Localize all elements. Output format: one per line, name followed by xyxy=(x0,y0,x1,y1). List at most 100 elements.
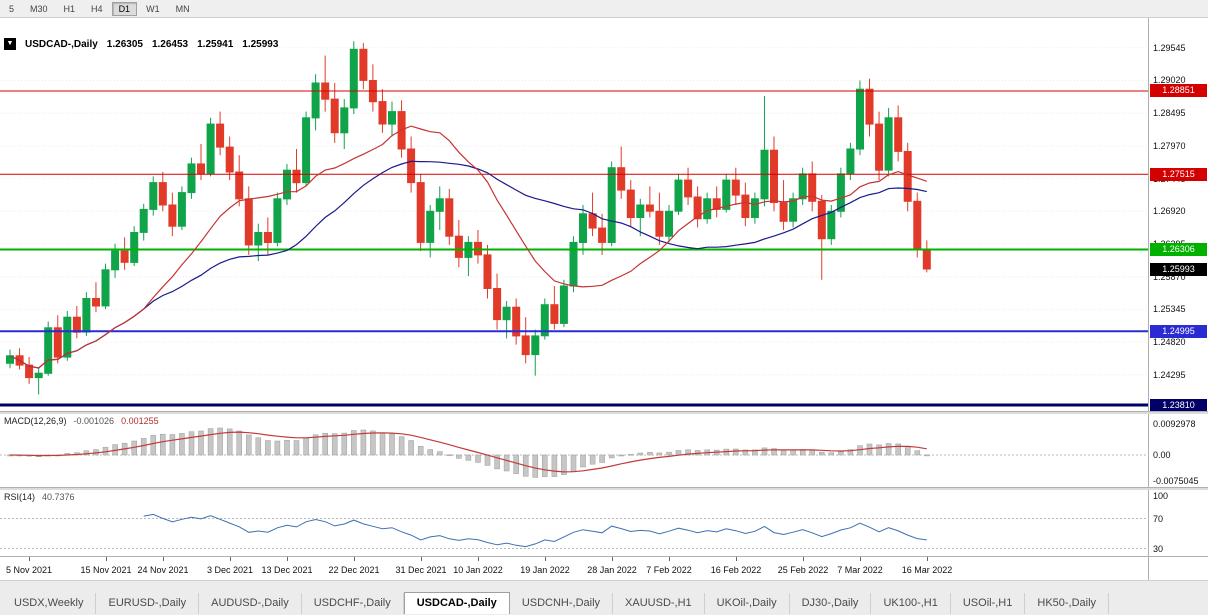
date-axis-label: 7 Mar 2022 xyxy=(837,565,883,575)
tab-usoil-h1[interactable]: USOil-,H1 xyxy=(951,593,1026,614)
macd-histogram-bar xyxy=(484,454,491,466)
panel-splitter[interactable] xyxy=(0,411,1208,414)
candle-body xyxy=(340,107,349,134)
price-axis-label: 1.29545 xyxy=(1153,43,1186,53)
main-chart-panel[interactable]: ▼ USDCAD-,Daily 1.26305 1.26453 1.25941 … xyxy=(0,18,1208,412)
macd-histogram-bar xyxy=(331,433,338,456)
candle-body xyxy=(531,335,540,356)
macd-histogram-bar xyxy=(742,449,749,456)
macd-histogram-bar xyxy=(293,440,300,456)
candle-body xyxy=(626,189,635,219)
macd-histogram-bar xyxy=(895,443,901,456)
macd-histogram-bar xyxy=(656,452,663,456)
candle-body xyxy=(82,298,91,333)
candle-body xyxy=(722,179,731,210)
candle-body xyxy=(636,204,645,218)
candle-body xyxy=(922,249,931,270)
candle-body xyxy=(550,304,559,324)
date-tick xyxy=(860,557,861,561)
macd-panel[interactable]: MACD(12,26,9) -0.001026 0.001255 0.00929… xyxy=(0,414,1208,487)
date-axis-label: 19 Jan 2022 xyxy=(520,565,570,575)
timeframe-button-w1[interactable]: W1 xyxy=(146,3,160,14)
tab-usdx-weekly[interactable]: USDX,Weekly xyxy=(2,593,97,614)
candle-body xyxy=(913,200,922,250)
macd-histogram-bar xyxy=(599,454,605,463)
macd-axis-label: -0.0075045 xyxy=(1153,476,1199,486)
macd-histogram-bar xyxy=(217,427,223,456)
candle-body xyxy=(53,327,62,358)
tab-ukoil-daily[interactable]: UKOil-,Daily xyxy=(705,593,790,614)
timeframe-button-h4[interactable]: H4 xyxy=(91,3,103,14)
candle-body xyxy=(139,208,148,233)
candle-body xyxy=(273,198,282,243)
candle-body xyxy=(693,196,702,220)
price-axis-label: 1.25345 xyxy=(1153,304,1186,314)
candle-body xyxy=(617,167,626,191)
candle-body xyxy=(741,194,750,219)
candle-body xyxy=(416,182,425,243)
price-axis-label: 1.24295 xyxy=(1153,370,1186,380)
candle-body xyxy=(34,372,43,379)
tab-usdchf-daily[interactable]: USDCHF-,Daily xyxy=(302,593,404,614)
price-axis-label: 1.25870 xyxy=(1153,272,1186,282)
tab-dj30-daily[interactable]: DJ30-,Daily xyxy=(790,593,872,614)
macd-histogram-bar xyxy=(618,454,624,457)
rsi-panel[interactable]: RSI(14) 40.7376 100 70 30 xyxy=(0,490,1208,556)
macd-histogram-bar xyxy=(427,449,433,456)
timeframe-button-d1[interactable]: D1 xyxy=(111,1,138,16)
macd-histogram-bar xyxy=(83,450,90,456)
ma-slow-line xyxy=(9,160,927,369)
tab-usdcad-daily[interactable]: USDCAD-,Daily xyxy=(403,592,510,614)
price-axis-label: 1.24820 xyxy=(1153,337,1186,347)
panel-splitter[interactable] xyxy=(0,487,1208,490)
tab-xauusd-h1[interactable]: XAUUSD-,H1 xyxy=(613,593,705,614)
tab-hk50-daily[interactable]: HK50-,Daily xyxy=(1025,593,1110,614)
macd-histogram-bar xyxy=(379,432,386,456)
date-axis-label: 15 Nov 2021 xyxy=(80,565,132,575)
macd-plot xyxy=(0,427,1148,478)
date-tick xyxy=(736,557,737,561)
ma-fast-line xyxy=(9,125,927,369)
timeframe-button-h1[interactable]: H1 xyxy=(63,3,76,14)
tab-uk100-h1[interactable]: UK100-,H1 xyxy=(871,593,951,614)
symbol-dropdown-icon[interactable]: ▼ xyxy=(4,38,16,50)
date-tick xyxy=(29,557,30,561)
candle-body xyxy=(712,198,721,210)
candle-body xyxy=(302,117,311,184)
date-axis-label: 28 Jan 2022 xyxy=(587,565,637,575)
candle-body xyxy=(311,82,320,119)
axis-separator xyxy=(1148,557,1149,581)
candle-body xyxy=(731,179,740,196)
date-axis-label: 13 Dec 2021 xyxy=(261,565,313,575)
macd-header: MACD(12,26,9) -0.001026 0.001255 xyxy=(4,416,159,426)
candle-body xyxy=(445,198,454,237)
macd-histogram-bar xyxy=(255,437,262,456)
macd-histogram-bar xyxy=(904,446,911,456)
date-tick xyxy=(421,557,422,561)
date-tick xyxy=(478,557,479,561)
timeframe-button-m30[interactable]: M30 xyxy=(30,3,48,14)
macd-histogram-bar xyxy=(246,434,252,456)
date-axis-label: 25 Feb 2022 xyxy=(777,565,829,575)
macd-value: -0.001026 xyxy=(73,416,115,426)
candle-body xyxy=(177,192,186,227)
macd-histogram-bar xyxy=(675,450,682,456)
candle-body xyxy=(101,269,110,307)
timeframe-toolbar: 5 M30 H1 H4 D1 W1 MN xyxy=(0,0,1208,18)
tab-audusd-daily[interactable]: AUDUSD-,Daily xyxy=(199,593,302,614)
candle-body xyxy=(521,335,530,356)
candle-body xyxy=(292,169,301,184)
timeframe-button-5[interactable]: 5 xyxy=(9,3,15,14)
candle-body xyxy=(244,198,253,246)
tab-usdcnh-daily[interactable]: USDCNH-,Daily xyxy=(510,593,614,614)
macd-histogram-bar xyxy=(207,428,214,456)
tab-eurusd-daily[interactable]: EURUSD-,Daily xyxy=(96,593,200,614)
date-axis: 5 Nov 2021 15 Nov 2021 24 Nov 2021 3 Dec 20… xyxy=(0,556,1208,581)
candle-body xyxy=(435,198,444,212)
date-tick xyxy=(230,557,231,561)
macd-histogram-bar xyxy=(685,449,691,456)
timeframe-button-mn[interactable]: MN xyxy=(175,3,190,14)
macd-signal-line xyxy=(9,431,927,473)
candle-body xyxy=(63,316,72,358)
